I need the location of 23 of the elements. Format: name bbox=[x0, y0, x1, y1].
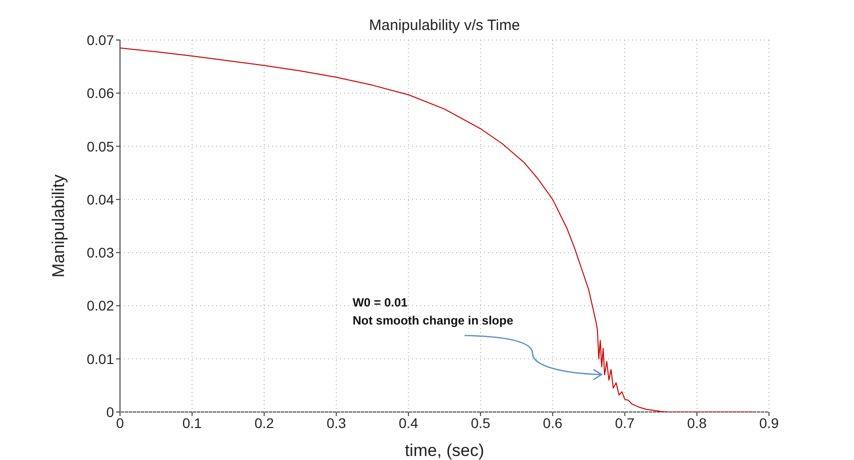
x-tick-label: 0.5 bbox=[470, 414, 490, 431]
x-tick-label: 0.4 bbox=[398, 414, 418, 431]
y-tick-label: 0.06 bbox=[86, 85, 114, 102]
x-tick-label: 0 bbox=[116, 414, 124, 431]
x-tick-label: 0.6 bbox=[542, 414, 563, 431]
y-tick-label: 0.03 bbox=[86, 244, 114, 261]
x-tick-label: 0.2 bbox=[254, 414, 274, 431]
x-tick-label: 0.8 bbox=[687, 414, 707, 431]
y-tick-label: 0.04 bbox=[86, 191, 114, 208]
y-tick-label: 0.07 bbox=[86, 32, 114, 48]
annotation: W0 = 0.01 Not smooth change in slope bbox=[352, 296, 514, 328]
y-tick-label: 0.05 bbox=[86, 138, 114, 154]
x-tick-label: 0.9 bbox=[759, 414, 779, 431]
y-tick-label: 0.01 bbox=[86, 350, 114, 367]
y-tick-label: 0 bbox=[106, 404, 114, 420]
x-axis-title: time, (sec) bbox=[404, 441, 484, 460]
y-axis-title: Manipulability bbox=[49, 174, 68, 278]
x-tick-label: 0.7 bbox=[615, 414, 635, 431]
x-tick-label: 0.1 bbox=[182, 414, 202, 431]
line-series bbox=[120, 47, 756, 412]
x-tick-label: 0.3 bbox=[326, 414, 346, 431]
chart-title: Manipulability v/s Time bbox=[369, 17, 520, 34]
y-tick-label: 0.02 bbox=[86, 298, 114, 314]
